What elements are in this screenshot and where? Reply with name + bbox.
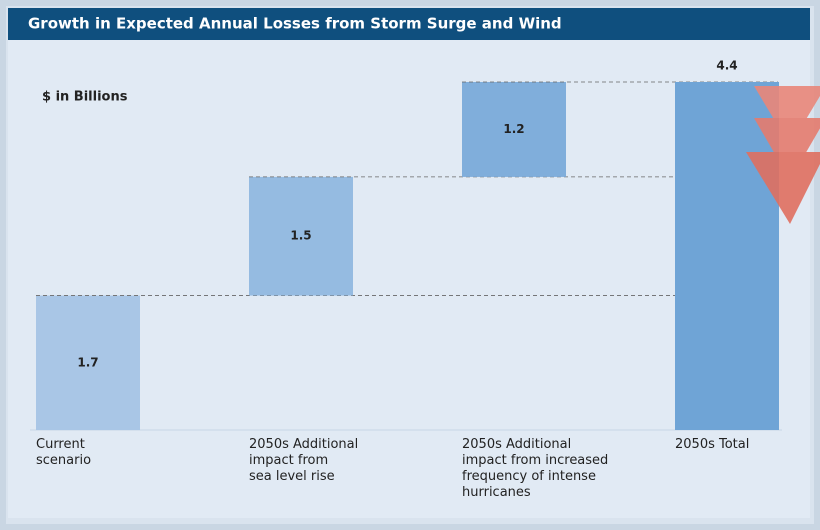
y-axis-label: $ in Billions	[42, 90, 128, 105]
chart-title: Growth in Expected Annual Losses from St…	[28, 15, 562, 33]
x-tick-label-line: 2050s Additional	[462, 437, 608, 453]
x-tick-label-line: scenario	[36, 453, 91, 469]
value-label: 1.7	[77, 355, 98, 369]
page: Growth in Expected Annual Losses from St…	[0, 0, 820, 530]
x-tick-label-line: 2050s Total	[675, 437, 749, 453]
x-tick-label-line: 2050s Additional	[249, 437, 358, 453]
bar	[675, 82, 779, 430]
value-label: 4.4	[716, 59, 737, 73]
value-label: 1.5	[290, 229, 311, 243]
x-tick-label-line: hurricanes	[462, 485, 608, 501]
x-tick-label: 2050s Total	[675, 437, 749, 453]
value-label: 1.2	[503, 122, 524, 136]
x-tick-label-line: sea level rise	[249, 469, 358, 485]
x-tick-label-line: Current	[36, 437, 91, 453]
x-tick-label-line: frequency of intense	[462, 469, 608, 485]
x-tick-label-line: impact from increased	[462, 453, 608, 469]
x-tick-label-line: impact from	[249, 453, 358, 469]
